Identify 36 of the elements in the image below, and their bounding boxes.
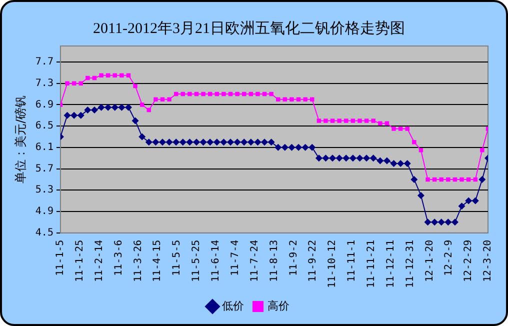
x-tick-label: 11-6-14 bbox=[210, 240, 222, 282]
x-tick-label: 11-10-12 bbox=[327, 240, 338, 288]
x-tick-label: 12-1-20 bbox=[424, 240, 436, 282]
y-tick-label: 6.5 bbox=[35, 120, 54, 132]
x-tick-label: 11-2-14 bbox=[94, 240, 105, 282]
y-tick-label: 5.7 bbox=[35, 163, 54, 174]
x-tick-label: 11-11-1 bbox=[346, 240, 358, 282]
x-tick-label: 11-7-4 bbox=[230, 240, 241, 276]
chart-title: 2011-2012年3月21日欧洲五氧化二钒价格走势图 bbox=[93, 20, 405, 37]
x-tick-label: 12-2-9 bbox=[444, 240, 455, 276]
x-tick-label: 11-11-21 bbox=[366, 240, 377, 288]
x-tick-label: 12-2-29 bbox=[463, 240, 474, 282]
y-axis-title: 单位：美元/磅钒 bbox=[13, 95, 28, 184]
x-tick-label: 11-1-5 bbox=[55, 240, 66, 276]
x-tick-label: 11-3-26 bbox=[132, 240, 144, 282]
x-tick-label: 11-9-22 bbox=[308, 240, 319, 282]
y-tick-label: 7.7 bbox=[35, 56, 54, 68]
x-tick-label: 11-12-31 bbox=[404, 240, 416, 288]
y-tick-label: 5.3 bbox=[35, 184, 54, 196]
legend-label: 高价 bbox=[268, 299, 290, 312]
legend-label: 低价 bbox=[222, 299, 244, 312]
y-tick-label: 6.1 bbox=[35, 142, 54, 154]
x-tick-label: 11-7-24 bbox=[249, 240, 260, 282]
x-tick-label: 11-5-25 bbox=[191, 240, 202, 282]
x-tick-label: 12-3-20 bbox=[482, 240, 494, 282]
x-tick-label: 11-3-6 bbox=[113, 240, 124, 276]
y-tick-label: 7.3 bbox=[35, 78, 54, 89]
x-tick-label: 11-1-25 bbox=[74, 240, 86, 282]
y-tick-label: 4.5 bbox=[35, 227, 54, 238]
x-tick-label: 11-12-11 bbox=[385, 240, 396, 288]
y-tick-label: 4.9 bbox=[35, 206, 54, 218]
x-tick-label: 11-9-2 bbox=[288, 240, 300, 276]
y-tick-label: 6.9 bbox=[35, 99, 54, 110]
x-tick-label: 11-5-5 bbox=[172, 240, 183, 276]
x-tick-label: 11-8-13 bbox=[268, 240, 280, 282]
x-tick-label: 11-4-15 bbox=[152, 240, 164, 282]
